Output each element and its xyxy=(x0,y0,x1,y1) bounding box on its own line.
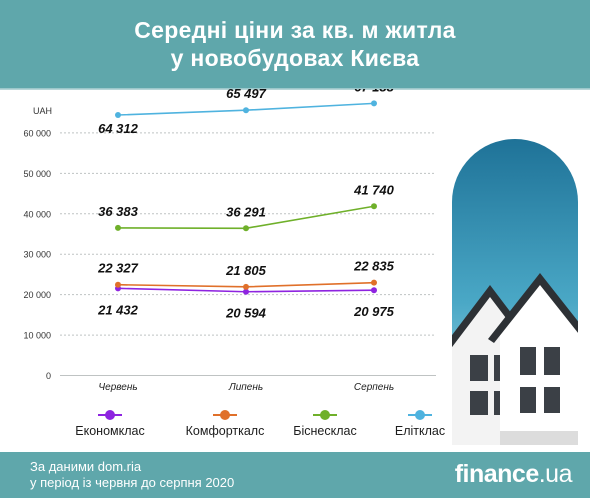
legend-swatch-dot xyxy=(220,410,230,420)
y-tick-label: 20 000 xyxy=(23,290,51,300)
data-point xyxy=(243,283,249,290)
divider xyxy=(0,88,590,89)
chart-title: Середні ціни за кв. м житла у новобудова… xyxy=(0,16,590,72)
data-point xyxy=(371,279,377,286)
x-tick-label: Серпень xyxy=(354,382,394,393)
data-label: 41 740 xyxy=(353,182,395,197)
data-point xyxy=(243,288,249,295)
y-tick-label: 0 xyxy=(46,371,51,381)
source-note: За даними dom.ria у період із червня до … xyxy=(30,459,234,491)
legend-swatch-dot xyxy=(415,410,425,420)
y-axis: 0 10 000 20 000 30 000 40 000 50 000 60 000 UAH xyxy=(23,106,52,381)
legend-label: Економклас xyxy=(75,424,144,438)
data-label: 22 835 xyxy=(353,259,395,274)
finance-ua-logo: finance.ua xyxy=(454,460,573,488)
data-label: 21 432 xyxy=(97,302,139,317)
data-label: 36 383 xyxy=(98,204,139,219)
source-line-2: у період із червня до серпня 2020 xyxy=(30,475,235,490)
legend-label: Елітклас xyxy=(395,424,445,438)
data-point xyxy=(371,203,377,210)
data-label: 64 312 xyxy=(98,121,139,136)
data-label: 36 291 xyxy=(226,204,266,219)
data-point xyxy=(371,100,377,107)
y-tick-label: 40 000 xyxy=(23,209,51,219)
x-tick-label: Червень xyxy=(98,382,137,393)
chart-title-line-1: Середні ціни за кв. м житла xyxy=(134,17,456,43)
chart-title-line-2: у новобудовах Києва xyxy=(170,45,420,71)
line-chart: 0 10 000 20 000 30 000 40 000 50 000 60 000 UAH… xyxy=(0,89,590,445)
data-label: 22 327 xyxy=(97,261,139,276)
data-point xyxy=(243,107,249,114)
legend-swatch-dot xyxy=(105,410,115,420)
source-line-1: За даними dom.ria xyxy=(30,459,142,474)
data-point xyxy=(243,225,249,232)
chart-series: 21 432 20 594 20 975 22 327 21 805 22 835 36 3… xyxy=(97,89,395,321)
y-tick-label: 30 000 xyxy=(23,250,51,260)
legend-label: Біснесклас xyxy=(293,424,356,438)
legend-label: Комфорткалс xyxy=(186,424,265,438)
y-tick-label: 10 000 xyxy=(23,331,51,341)
chart-legend: Економклас Комфорткалс Біснесклас Елітклас xyxy=(75,410,445,438)
y-axis-label: UAH xyxy=(33,106,52,116)
data-point xyxy=(115,111,121,118)
data-point xyxy=(115,281,121,288)
title-banner: Середні ціни за кв. м житла у новобудова… xyxy=(0,0,590,88)
footer: За даними dom.ria у період із червня до … xyxy=(0,452,590,498)
data-label: 20 594 xyxy=(225,306,267,321)
data-point xyxy=(371,287,377,294)
houses-illustration xyxy=(452,139,578,445)
x-tick-label: Липень xyxy=(228,382,263,393)
data-label: 65 497 xyxy=(226,89,267,101)
data-label: 21 805 xyxy=(225,263,267,278)
y-tick-label: 50 000 xyxy=(23,169,51,179)
y-tick-label: 60 000 xyxy=(23,128,51,138)
data-label: 20 975 xyxy=(353,304,395,319)
x-axis: Червень Липень Серпень xyxy=(98,382,394,393)
data-point xyxy=(115,224,121,231)
legend-swatch-dot xyxy=(320,410,330,420)
chart-grid xyxy=(0,89,590,376)
data-label: 67 188 xyxy=(354,89,395,94)
